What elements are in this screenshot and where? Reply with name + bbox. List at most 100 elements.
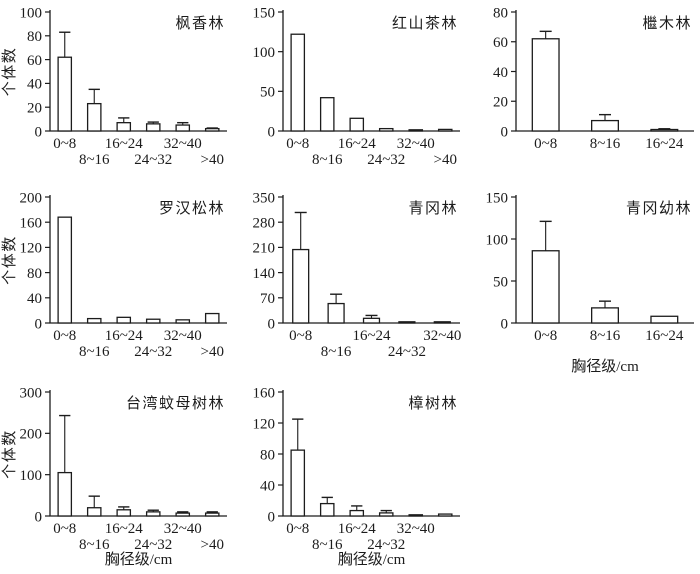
x-category-label: 24~32 [367,152,405,168]
y-tick-label: 200 [20,190,43,206]
x-category-label: >40 [434,152,457,168]
x-category-label: 0~8 [534,328,557,344]
bar [116,122,132,132]
bar [86,317,102,324]
x-category-label: 16~24 [352,328,391,344]
x-category-label: 0~8 [53,136,76,152]
y-tick-label: 120 [20,241,43,257]
bar [362,317,381,324]
x-category-label: 16~24 [338,136,377,152]
y-tick-label: 100 [253,45,276,61]
bar [145,123,161,132]
bar [86,102,102,132]
bar-chart-svg: 0 40 80 120 160 200 罗汉松林 0~88~1616~2424~3232~40… [1,190,227,360]
bar [378,127,394,132]
bar-chart-svg: 0 50 100 150 青冈幼林 0~8 8~16 16~24 胸径级/cm [486,190,694,375]
x-category-label: 32~40 [164,136,202,152]
chart-title: 台湾蚊母树林 [126,395,225,412]
x-axis-title: 胸径级/cm [105,551,173,568]
bar [57,216,73,324]
x-category-label: 24~32 [134,537,172,553]
y-tick-label: 0 [501,316,509,332]
x-category-label: 0~8 [53,328,76,344]
x-category-label: 8~16 [590,328,621,344]
x-category-label: 24~32 [388,344,426,360]
bar [408,129,424,132]
bar [292,248,310,324]
x-category-label: 32~40 [397,521,435,537]
chart-panel-qinggangyoulin: 0 50 100 150 青冈幼林 0~8 8~16 16~24 胸径级/cm [466,185,700,380]
bar [57,56,73,132]
y-tick-label: 20 [27,100,42,116]
bar [650,315,679,324]
y-axis-title: 个体数 [1,47,18,97]
chart-title: 樟树林 [408,394,458,412]
bar [204,127,220,132]
bar [290,33,306,132]
x-category-label: >40 [201,537,224,553]
bar [175,124,191,132]
y-tick-label: 50 [493,274,508,290]
x-category-label: 32~40 [423,328,461,344]
bar [531,38,560,132]
y-tick-label: 80 [260,447,275,463]
x-category-label: 32~40 [397,136,435,152]
bar [116,509,132,517]
x-axis-title: 胸径级/cm [338,551,406,568]
y-tick-label: 150 [486,190,509,206]
y-tick-label: 210 [253,241,276,257]
x-category-label: 8~16 [312,152,343,168]
y-tick-label: 100 [20,5,43,21]
y-tick-label: 0 [268,124,276,140]
x-category-label: >40 [201,344,224,360]
bar [437,128,453,132]
x-category-label: 16~24 [645,136,684,152]
x-category-label: 16~24 [105,328,144,344]
x-category-label: 24~32 [134,152,172,168]
y-tick-label: 70 [260,291,275,307]
y-tick-label: 0 [35,509,43,525]
bar [398,321,416,324]
x-category-label: 24~32 [367,537,405,553]
chart-title: 枫香林 [175,15,225,32]
chart-title: 罗汉松林 [159,200,225,217]
chart-panel-qassengganglin: 0 70 140 210 280 350 青冈林 0~8 8~16 16~24 24~32 32~40 [233,185,466,380]
chart-panel-fengxianglin: 0 20 40 60 80 100 枫香林 0~8 8~16 16~24 24~32 32~40 >40… [0,0,233,185]
bar-chart-svg: 0 20 40 60 80 100 枫香林 0~88~1616~2424~3232~40>40… [1,5,227,168]
x-category-label: 32~40 [164,521,202,537]
empty-cell [466,380,700,574]
bar [349,509,365,517]
y-tick-label: 40 [27,291,42,307]
chart-title: 青冈幼林 [626,200,692,217]
bar [531,250,560,324]
y-tick-label: 160 [253,385,276,401]
y-tick-label: 0 [35,124,43,140]
x-category-label: 0~8 [534,136,557,152]
x-category-label: 24~32 [134,344,172,360]
x-category-label: 0~8 [286,136,309,152]
x-category-label: 8~16 [590,136,621,152]
bar [204,312,220,324]
bar [290,449,306,517]
x-category-label: 8~16 [321,344,352,360]
y-tick-label: 0 [268,316,276,332]
x-category-label: 8~16 [79,152,110,168]
chart-panel-zhangshulin: 0 40 80 120 160 樟树林 0~8 8~16 16~24 24~32 32~40 胸径级/… [233,380,466,574]
y-tick-label: 120 [253,416,276,432]
bar [591,307,620,324]
bar-chart-svg: 0 20 40 60 80 檵木林 0~8 8~16 16~24 [493,5,694,152]
x-category-label: 16~24 [105,521,144,537]
chart-title: 青冈林 [408,200,458,217]
x-axis-title: 胸径级/cm [571,358,639,375]
y-tick-label: 80 [27,266,42,282]
bar [145,318,161,324]
bar [319,97,335,132]
bar [591,119,620,132]
y-tick-label: 0 [268,509,276,525]
y-tick-label: 150 [253,5,276,21]
x-category-label: 8~16 [312,537,343,553]
bar [175,512,191,517]
